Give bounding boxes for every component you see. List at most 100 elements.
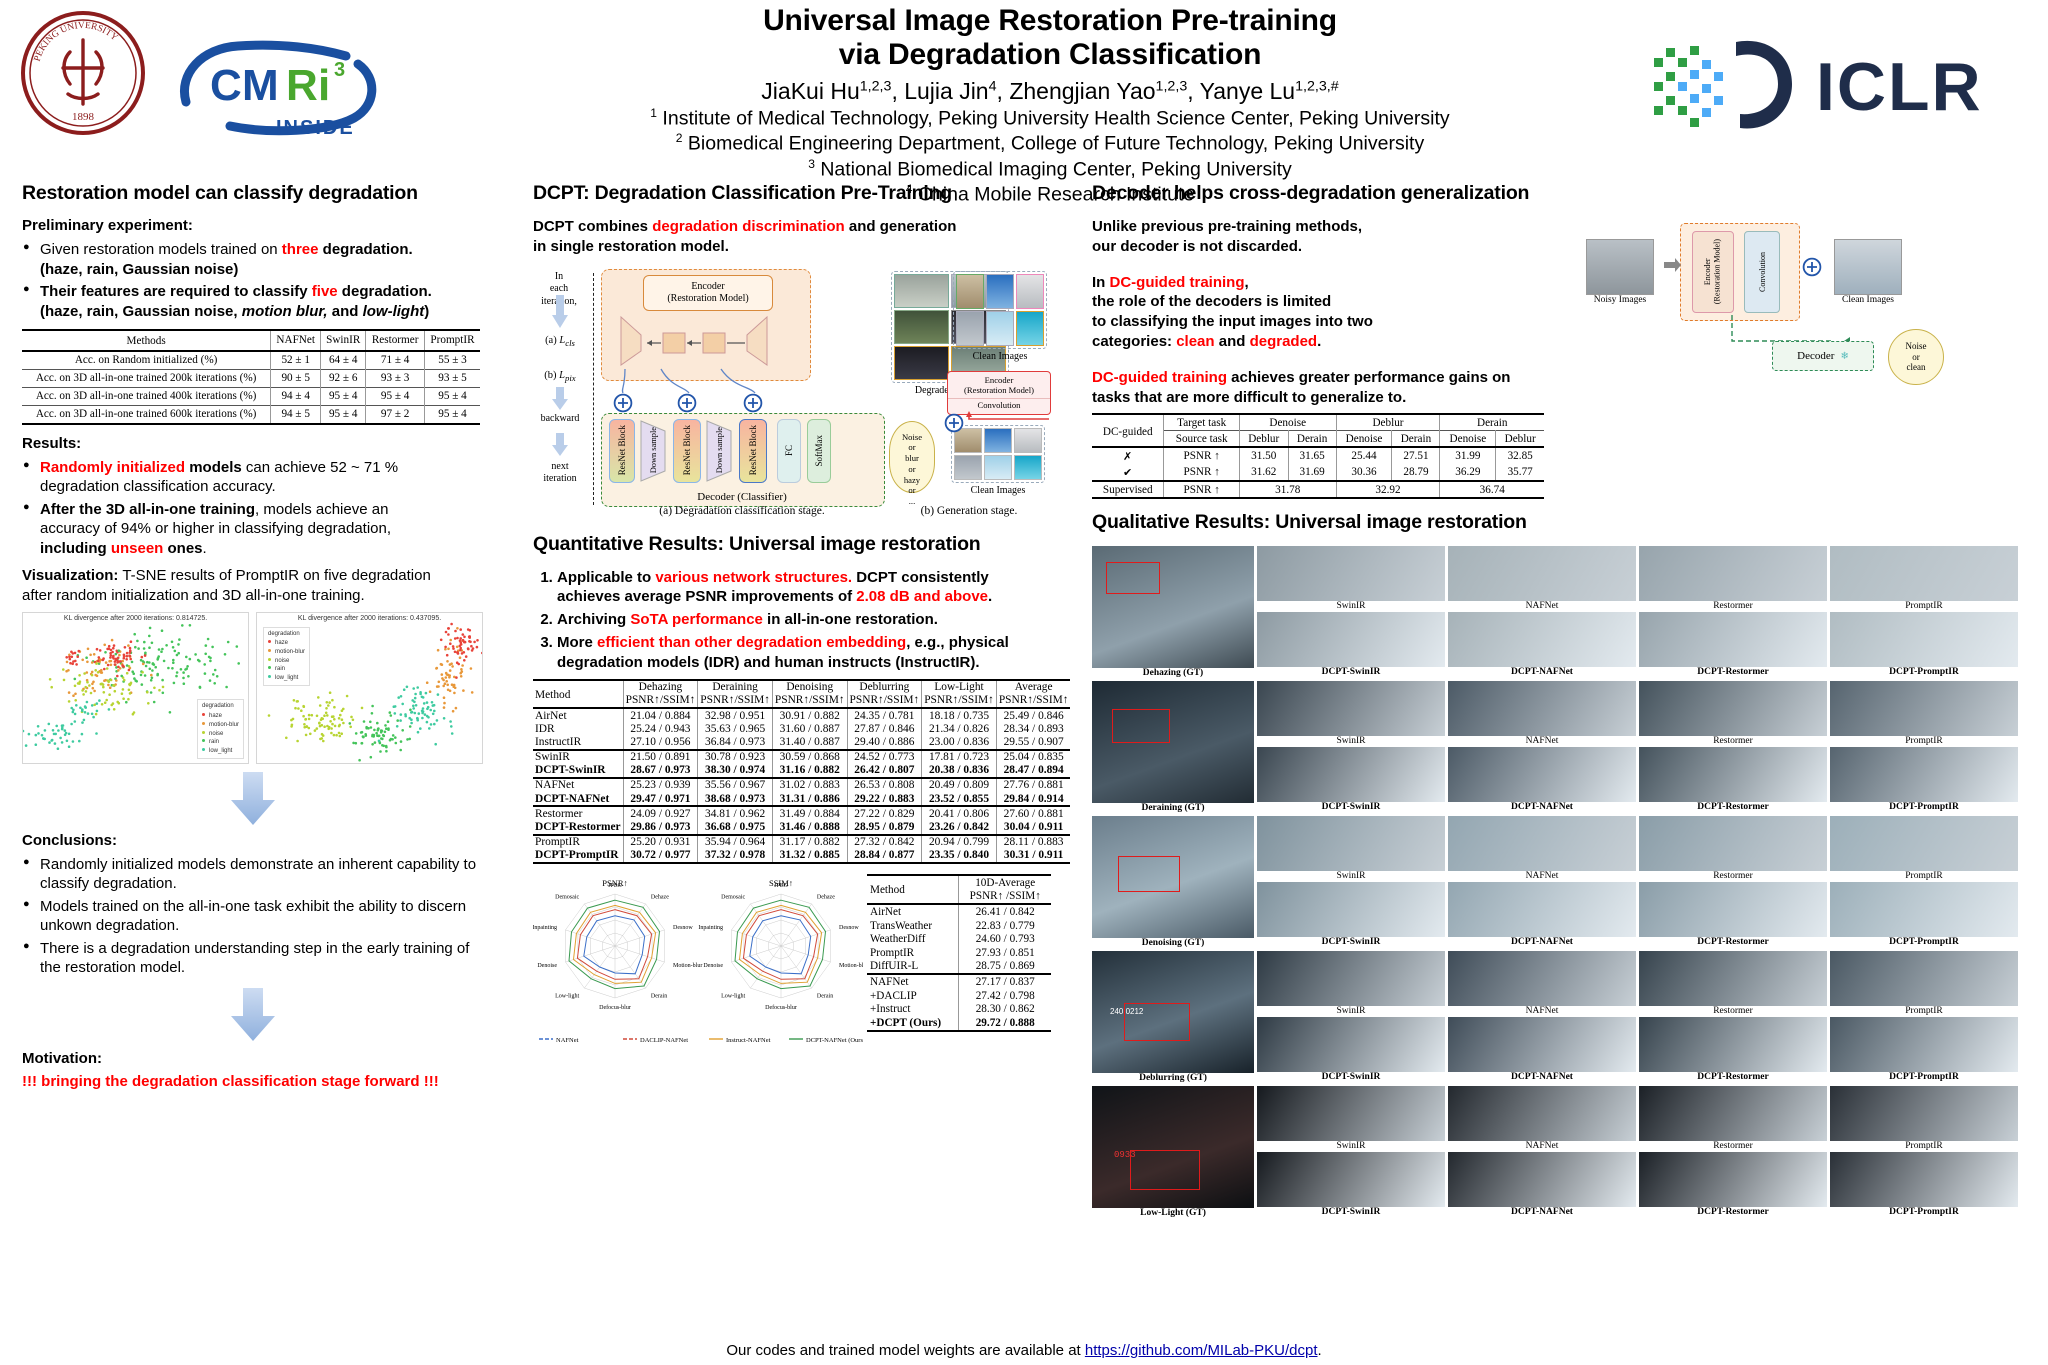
cmri-logo: C M R i 3 INSIDE	[168, 30, 398, 145]
res-b2-sub: accuracy of 94% or higher in classifying…	[40, 520, 392, 537]
table-row: WeatherDiff 24.60 / 0.793	[867, 932, 1051, 946]
quant-method-name: AirNet	[535, 709, 567, 722]
qualitative-method-column: SwinIR DCPT-SwinIR	[1257, 681, 1445, 813]
list-item: Given restoration models trained on thre…	[22, 240, 484, 279]
qualitative-method-column: PromptIR DCPT-PromptIR	[1830, 681, 2018, 813]
tsne-right-legend: degradation haze motion-blur noise rain …	[263, 626, 311, 686]
quant-cell: 35.94 / 0.964	[697, 834, 773, 849]
quant-cell: 29.84 / 0.914	[995, 792, 1071, 807]
iclr-logo: ICLR	[1640, 28, 2040, 143]
affiliation-4: 4 China Mobile Research Institute	[905, 182, 1195, 206]
quant-cell: 27.76 / 0.881	[995, 777, 1071, 793]
acc-r2-c4: 95 ± 4	[423, 387, 480, 405]
quant-cell: 24.09 / 0.927	[622, 806, 698, 821]
tend-method: WeatherDiff	[870, 933, 926, 946]
radar-series	[568, 899, 661, 990]
table-row: Acc. on 3D all-in-one trained 200k itera…	[22, 369, 480, 387]
poster-header: 1898 PEKING UNIVERSITY C M R i 3 INSIDE	[0, 0, 2048, 206]
prelim-b1-b: degradation.	[318, 241, 413, 258]
quant-cell: 21.50 / 0.891	[622, 749, 698, 764]
dcpt-method-label: DCPT-PromptIR	[1889, 802, 1959, 813]
tsne-plot-trained: KL divergence after 2000 iterations: 0.4…	[256, 611, 489, 764]
quant-th-method: Method	[535, 689, 571, 702]
radar-axis-label: Derain	[651, 993, 667, 999]
quant-cell: 30.78 / 0.923	[697, 749, 773, 764]
quant-cell: 20.49 / 0.809	[921, 777, 997, 793]
dcpt-method-label: DCPT-SwinIR	[1321, 1207, 1381, 1218]
quant-group-1: Deraining	[697, 679, 773, 694]
tsne-right-kl-title: KL divergence after 2000 iterations: 0.4…	[297, 614, 442, 622]
quant-cell: 38.68 / 0.973	[697, 792, 773, 807]
svg-text:ICLR: ICLR	[1816, 49, 1983, 125]
loss-pix-label: (b) Lpix	[544, 369, 576, 383]
dcpt-patch	[1448, 882, 1636, 938]
quant-group-3: Deblurring	[846, 679, 922, 694]
dcpt-patch	[1830, 1152, 2018, 1208]
preliminary-label: Preliminary experiment:	[22, 217, 193, 234]
radar-legend-label: NAFNet	[556, 1037, 579, 1044]
res-b1-b: models	[185, 458, 242, 476]
legend-item: haze	[201, 712, 239, 721]
quant-cell: 29.40 / 0.886	[846, 735, 922, 750]
qualitative-method-column: SwinIR DCPT-SwinIR	[1257, 546, 1445, 678]
quant-group-2: Denoising	[771, 679, 848, 694]
decoder-box: Decoder ❄	[1772, 341, 1874, 371]
baseline-patch	[1639, 951, 1827, 1007]
acc-th-4: PromptIR	[423, 330, 480, 351]
thumb-clean	[1016, 273, 1044, 309]
baseline-patch	[1257, 681, 1445, 737]
quant-group-4: Low-Light	[921, 679, 997, 694]
qualitative-gt-label: Deraining (GT)	[1141, 803, 1205, 814]
dcpt-intro: DCPT combines degradation discrimination…	[533, 217, 1051, 257]
dc-th-guided: DC-guided	[1102, 426, 1153, 439]
radar-series	[572, 904, 657, 984]
github-link[interactable]: https://github.com/MILab-PKU/dcpt	[1084, 1342, 1318, 1359]
radar-axis-label: Denoise	[703, 963, 723, 969]
radar-series	[738, 904, 823, 984]
decoder-classifier-label: Decoder (Classifier)	[697, 490, 787, 503]
quant-cell: 29.47 / 0.971	[622, 792, 698, 807]
dc-th-source: Source task	[1163, 430, 1240, 448]
quant-cell: 21.34 / 0.826	[921, 722, 997, 736]
qualitative-method-column: PromptIR DCPT-PromptIR	[1830, 1086, 2018, 1218]
quant-cell: 26.53 / 0.808	[846, 777, 922, 793]
table-row: Acc. on Random initialized (%) 52 ± 1 64…	[22, 350, 480, 369]
quant-cell: 27.60 / 0.881	[995, 806, 1071, 821]
down-arrow-icon	[231, 771, 275, 825]
resnet-block-3: ResNet Block	[739, 418, 767, 483]
quant-cell: 29.22 / 0.883	[846, 792, 922, 807]
radar-series	[734, 899, 827, 990]
tend-value: 24.60 / 0.793	[958, 932, 1051, 946]
prelim-b2-b: degradation.	[337, 283, 432, 300]
table-row: Restormer 24.09 / 0.927 34.81 / 0.962 31.49…	[533, 806, 1071, 821]
tsne-left-kl-title: KL divergence after 2000 iterations: 0.8…	[63, 614, 208, 622]
tend-table-body: AirNet 26.41 / 0.842 TransWeather 22.83 / 0…	[867, 904, 1051, 1031]
acc-r0-c0: Acc. on Random initialized (%)	[74, 354, 218, 366]
radar-axis-label: Defocus-blur	[599, 1004, 631, 1011]
acc-r1-c2: 92 ± 6	[320, 369, 366, 387]
conclusions-label: Conclusions:	[22, 831, 118, 849]
baseline-patch	[1257, 816, 1445, 872]
quant-method-name: InstructIR	[535, 735, 582, 748]
qualitative-gt-cell: Denoising (GT)	[1092, 816, 1254, 948]
tend-value: 28.75 / 0.869	[958, 959, 1051, 975]
radar-axis-label: JPEG	[608, 883, 622, 889]
qualitative-method-column: NAFNet DCPT-NAFNet	[1448, 681, 1636, 813]
quant-cell: 28.95 / 0.879	[846, 820, 922, 835]
dc-mark: ✗	[1123, 450, 1133, 463]
results-bullets: Randomly initialized models can achieve …	[22, 458, 484, 559]
baseline-patch	[1639, 681, 1827, 737]
dc-guided-mini-diagram: Noisy Images Encoder (Restoration Model) …	[1572, 217, 2024, 397]
dc-group-1: Deblur	[1335, 414, 1440, 431]
svg-text:R: R	[286, 61, 318, 110]
visualization-desc: Visualization: T-SNE results of PromptIR…	[22, 566, 484, 606]
encoder-conv-box: Encoder (Restoration Model) Convolution	[947, 370, 1051, 415]
gt-image	[1092, 681, 1254, 804]
dcpt-method-label: DCPT-PromptIR	[1889, 667, 1959, 678]
downsample-2-label: Down sample	[714, 427, 724, 474]
baseline-patch	[1448, 681, 1636, 737]
noise-or-bubble: Noise or blur or hazy or...	[889, 420, 935, 506]
baseline-patch	[1448, 1086, 1636, 1142]
acc-r3-c1: 94 ± 5	[270, 405, 321, 424]
